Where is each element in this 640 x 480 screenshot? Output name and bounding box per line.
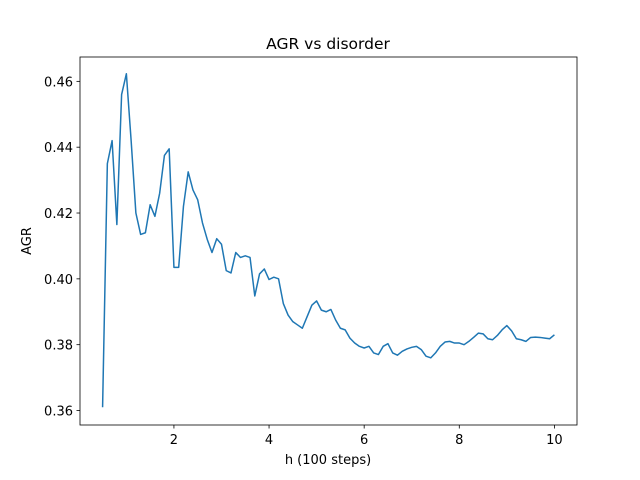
y-tick-label: 0.44 <box>44 141 73 156</box>
y-tick-label: 0.46 <box>44 75 73 90</box>
y-tick-label: 0.42 <box>44 207 73 222</box>
y-tick-label: 0.40 <box>44 273 73 288</box>
y-tick-label: 0.36 <box>44 405 73 420</box>
x-tick-label: 6 <box>360 433 368 448</box>
plot-frame <box>79 56 578 426</box>
y-tick-label: 0.38 <box>44 339 73 354</box>
x-tick-label: 2 <box>170 433 178 448</box>
chart-title: AGR vs disorder <box>266 35 390 53</box>
x-tick-label: 10 <box>546 433 563 448</box>
data-line <box>101 73 555 408</box>
x-tick-label: 4 <box>265 433 273 448</box>
y-axis-label: AGR <box>20 227 35 255</box>
x-axis-label: h (100 steps) <box>285 453 371 468</box>
x-tick-label: 8 <box>455 433 463 448</box>
